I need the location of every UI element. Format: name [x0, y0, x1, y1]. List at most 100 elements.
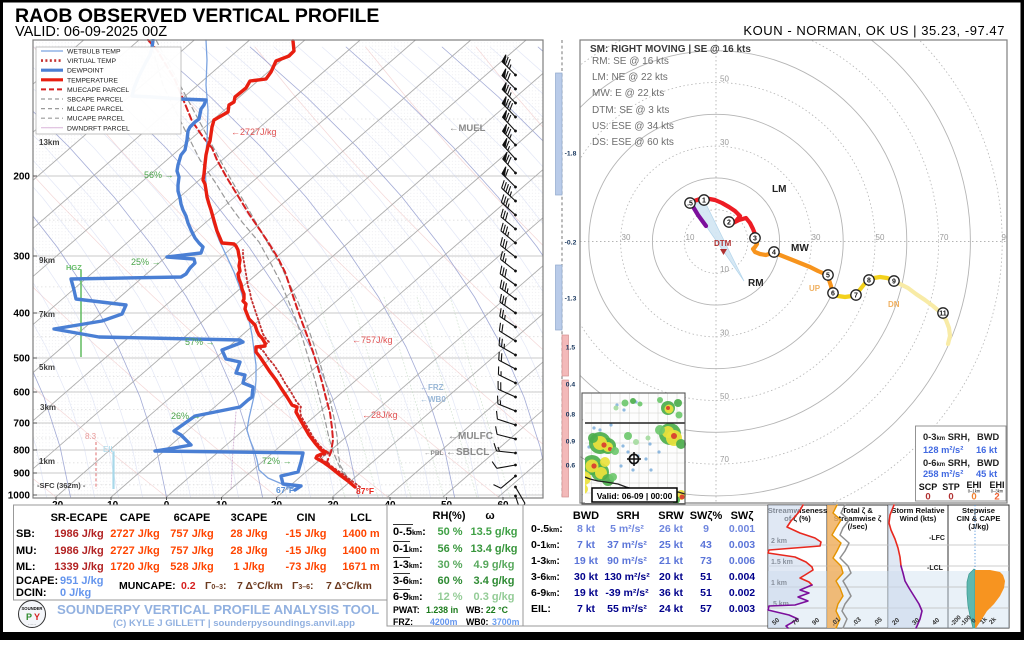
svg-text:0-3km SRH,: 0-3km SRH, — [923, 432, 970, 442]
svg-text:3-6km:: 3-6km: — [531, 571, 560, 583]
svg-text:6-9km:: 6-9km: — [393, 591, 423, 603]
svg-text:13.4 g/kg: 13.4 g/kg — [470, 543, 517, 555]
svg-text:LCL: LCL — [350, 512, 372, 524]
svg-text:600: 600 — [13, 388, 30, 399]
svg-text:←28J/kg: ←28J/kg — [362, 410, 398, 420]
svg-text:KOUN - NORMAN, OK US | 35.23,: KOUN - NORMAN, OK US | 35.23, -97.47 — [743, 23, 1005, 38]
svg-text:0.002: 0.002 — [729, 587, 755, 599]
svg-text:20 kt: 20 kt — [659, 571, 683, 583]
svg-text:37 m²/s²: 37 m²/s² — [607, 539, 647, 551]
svg-text:1-3km:: 1-3km: — [393, 559, 423, 571]
svg-text:VALID: 06-09-2025 00Z: VALID: 06-09-2025 00Z — [15, 24, 167, 40]
svg-text:6-9km:: 6-9km: — [531, 587, 560, 599]
svg-text:13.5 g/kg: 13.5 g/kg — [470, 526, 517, 538]
svg-text:MUECAPE PARCEL: MUECAPE PARCEL — [67, 87, 129, 94]
svg-text:Wind (kts): Wind (kts) — [900, 514, 937, 523]
svg-text:0: 0 — [948, 492, 953, 503]
svg-text:MLCAPE PARCEL: MLCAPE PARCEL — [67, 106, 124, 113]
svg-text:SCP: SCP — [919, 482, 938, 492]
svg-text:SBCAPE PARCEL: SBCAPE PARCEL — [67, 97, 123, 104]
svg-text:67°F: 67°F — [276, 485, 294, 495]
svg-text:RM: RM — [748, 278, 764, 289]
svg-text:SRW: SRW — [658, 510, 684, 522]
svg-text:Valid: 06-09 | 00:00: Valid: 06-09 | 00:00 — [597, 491, 673, 501]
svg-text:MUCAPE PARCEL: MUCAPE PARCEL — [67, 116, 125, 123]
svg-text:56% →: 56% → — [144, 170, 174, 180]
svg-text:3CAPE: 3CAPE — [231, 512, 268, 524]
svg-text:19 kt: 19 kt — [574, 587, 598, 599]
svg-text:SOUNDER: SOUNDER — [22, 606, 43, 611]
svg-text:26% →: 26% → — [171, 411, 201, 421]
svg-text:30: 30 — [622, 233, 631, 242]
svg-text:0.2: 0.2 — [181, 580, 196, 592]
svg-text:3.4 g/kg: 3.4 g/kg — [474, 575, 515, 587]
svg-text:6: 6 — [831, 291, 835, 298]
svg-text:30: 30 — [720, 138, 729, 147]
svg-text:-LCL: -LCL — [927, 565, 944, 572]
svg-text:130 m²/s²: 130 m²/s² — [604, 571, 650, 583]
svg-text:SOUNDERPY VERTICAL PROFILE ANA: SOUNDERPY VERTICAL PROFILE ANALYSIS TOOL — [57, 602, 379, 617]
svg-text:1-3km:: 1-3km: — [531, 555, 560, 567]
svg-text:-LFC: -LFC — [929, 535, 945, 542]
svg-text:SRH: SRH — [616, 510, 639, 522]
svg-text:1400 m: 1400 m — [342, 545, 380, 557]
svg-text:ML:: ML: — [16, 561, 36, 573]
svg-text:7 kt: 7 kt — [577, 603, 596, 615]
svg-text:4200m: 4200m — [430, 617, 458, 627]
svg-text:5km: 5km — [39, 363, 55, 372]
svg-text:26 kt: 26 kt — [659, 523, 683, 535]
svg-text:(J/kg): (J/kg) — [968, 522, 989, 531]
svg-text:-0.2: -0.2 — [565, 240, 577, 247]
svg-text:87°F: 87°F — [356, 486, 374, 496]
svg-text:5 m²/s²: 5 m²/s² — [610, 523, 644, 535]
svg-text:WETBULB TEMP: WETBULB TEMP — [67, 49, 121, 56]
svg-text:-SFC (362m) -: -SFC (362m) - — [37, 481, 86, 490]
svg-text:1.5: 1.5 — [566, 345, 576, 352]
svg-text:200: 200 — [13, 172, 30, 183]
svg-text:EIL: EIL — [103, 445, 116, 454]
svg-text:50 %: 50 % — [437, 526, 462, 538]
svg-text:DWNDRFT PARCEL: DWNDRFT PARCEL — [67, 125, 130, 132]
svg-text:HGZ: HGZ — [66, 263, 82, 272]
svg-text:8 kt: 8 kt — [577, 523, 596, 535]
svg-text:9: 9 — [703, 523, 709, 535]
svg-text:-1.3: -1.3 — [565, 296, 577, 303]
svg-text:30: 30 — [812, 233, 821, 242]
svg-text:←WB0: ←WB0 — [420, 395, 446, 404]
svg-text:SR-ECAPE: SR-ECAPE — [51, 512, 108, 524]
svg-text:28 J/kg: 28 J/kg — [230, 528, 267, 540]
svg-text:30: 30 — [720, 329, 729, 338]
svg-text:WB0:: WB0: — [466, 617, 489, 627]
svg-text:(C) KYLE J GILLETT | sounderpy: (C) KYLE J GILLETT | sounderpysoundings.… — [113, 618, 355, 629]
svg-text:3-6km:: 3-6km: — [393, 575, 423, 587]
svg-text:0.003: 0.003 — [729, 539, 755, 551]
svg-text:STP: STP — [942, 482, 960, 492]
svg-text:757 J/kg: 757 J/kg — [170, 528, 213, 540]
svg-text:7 Δ°C/km: 7 Δ°C/km — [326, 580, 372, 592]
svg-text:RM: SE @ 16 kts: RM: SE @ 16 kts — [592, 56, 669, 67]
svg-text:0.6: 0.6 — [566, 463, 576, 470]
svg-text:60 %: 60 % — [437, 575, 462, 587]
svg-text:MUNCAPE:: MUNCAPE: — [119, 580, 176, 592]
svg-text:←757J/kg: ←757J/kg — [352, 335, 393, 345]
svg-text:9km: 9km — [39, 256, 55, 265]
svg-text:1400 m: 1400 m — [342, 528, 380, 540]
svg-text:DCAPE:: DCAPE: — [16, 575, 58, 587]
svg-text:UP: UP — [809, 284, 821, 293]
svg-text:10: 10 — [686, 233, 695, 242]
svg-text:DS: ESE @ 60 kts: DS: ESE @ 60 kts — [592, 137, 674, 148]
svg-text:11: 11 — [939, 311, 947, 318]
svg-text:25% →: 25% → — [131, 257, 161, 267]
svg-text:400: 400 — [13, 309, 30, 320]
svg-text:300: 300 — [13, 252, 30, 263]
svg-text:4: 4 — [772, 250, 776, 257]
svg-text:CIN: CIN — [297, 512, 316, 524]
svg-text:DTM: DTM — [714, 239, 732, 248]
svg-text:MW: MW — [791, 243, 809, 254]
svg-text:2: 2 — [727, 220, 731, 227]
svg-text:←PBL: ←PBL — [424, 450, 444, 457]
svg-text:2: 2 — [994, 492, 999, 503]
svg-text:8.3: 8.3 — [85, 432, 97, 441]
svg-text:2727 J/kg: 2727 J/kg — [110, 545, 160, 557]
svg-text:P: P — [26, 612, 32, 622]
